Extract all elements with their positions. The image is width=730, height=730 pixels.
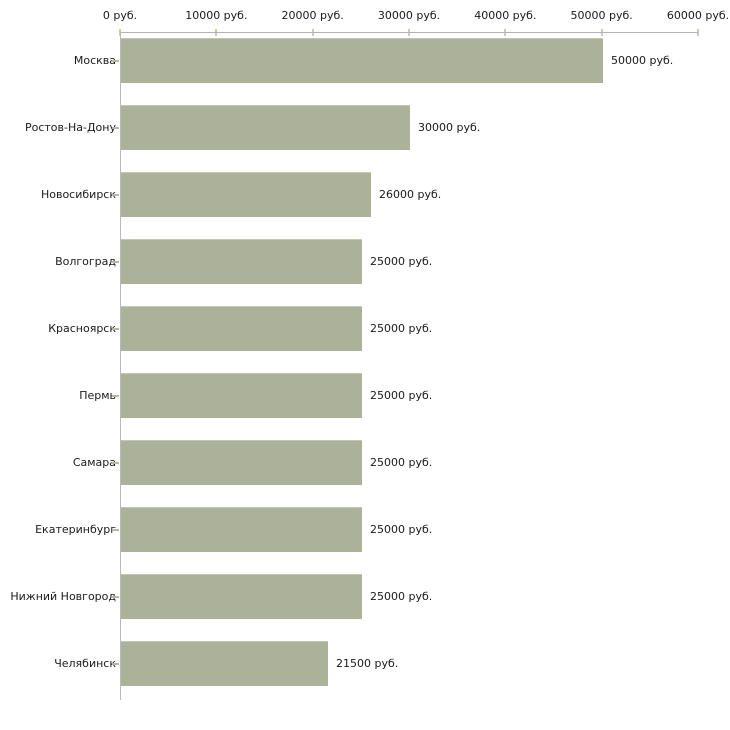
value-label: 25000 руб.: [370, 321, 433, 335]
category-label: Челябинск: [54, 656, 116, 670]
x-axis-tick-label: 60000 руб.: [666, 9, 730, 22]
category-tick-mark: [112, 394, 119, 397]
bar-5: [121, 306, 362, 351]
category-label: Пермь: [79, 388, 116, 402]
category-tick-mark: [112, 662, 119, 665]
category-tick-mark: [112, 461, 119, 464]
y-axis-line: [120, 32, 121, 700]
x-axis-tick-label: 50000 руб.: [570, 9, 633, 22]
bar-2: [121, 105, 410, 150]
category-label: Новосибирск: [40, 187, 116, 201]
bar-9: [121, 574, 362, 619]
value-label: 21500 руб.: [336, 656, 399, 670]
x-axis-line: [120, 32, 698, 33]
value-label: 25000 руб.: [370, 455, 433, 469]
category-tick-mark: [112, 528, 119, 531]
x-axis-tick-label: 30000 руб.: [377, 9, 441, 22]
bar-1: [121, 38, 603, 83]
bar-8: [121, 507, 362, 552]
category-tick-mark: [112, 595, 119, 598]
category-tick-mark: [112, 193, 119, 196]
value-label: 25000 руб.: [370, 522, 433, 536]
x-axis-tick-label: 20000 руб.: [281, 9, 344, 22]
value-label: 26000 руб.: [379, 187, 442, 201]
x-axis-tick-mark: [697, 29, 699, 36]
value-label: 25000 руб.: [370, 589, 433, 603]
category-label: Москва: [73, 53, 116, 67]
category-tick-mark: [112, 260, 119, 263]
bar-10: [121, 641, 328, 686]
category-tick-mark: [112, 327, 119, 330]
bar-4: [121, 239, 362, 284]
x-axis-tick-label: 40000 руб.: [474, 9, 537, 22]
category-label: Самара: [72, 455, 116, 469]
value-label: 25000 руб.: [370, 388, 433, 402]
category-label: Екатеринбург: [35, 522, 116, 536]
category-label: Ростов-На-Дону: [24, 120, 116, 134]
category-tick-mark: [112, 126, 119, 129]
bar-6: [121, 373, 362, 418]
bar-3: [121, 172, 371, 217]
value-label: 50000 руб.: [611, 53, 674, 67]
value-label: 25000 руб.: [370, 254, 433, 268]
x-axis-tick-label: 10000 руб.: [185, 9, 248, 22]
category-label: Красноярск: [48, 321, 116, 335]
bar-7: [121, 440, 362, 485]
category-label: Волгоград: [55, 254, 116, 268]
category-label: Нижний Новгород: [10, 589, 116, 603]
category-tick-mark: [112, 59, 119, 62]
x-axis-tick-label: 0 руб.: [102, 9, 138, 22]
value-label: 30000 руб.: [418, 120, 481, 134]
